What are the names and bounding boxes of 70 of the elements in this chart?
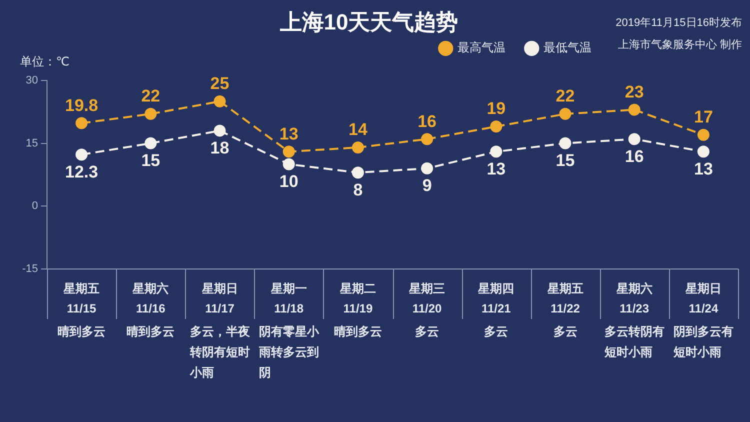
legend-label: 最低气温	[544, 40, 592, 55]
data-label: 15	[556, 150, 575, 170]
chart-title: 上海10天天气趋势	[278, 9, 458, 34]
data-label: 22	[141, 86, 160, 106]
data-label: 13	[486, 159, 506, 178]
legend-label: 最高气温	[458, 40, 506, 55]
data-label: 12.3	[65, 162, 98, 182]
x-tick-label: 星期一 11/18	[270, 281, 307, 316]
x-tick-label: 星期五 11/22	[546, 281, 584, 316]
data-label: 17	[694, 108, 713, 127]
x-tick-label: 星期三 11/20	[408, 281, 446, 316]
text: 多云转阴有短时小雨	[603, 324, 664, 359]
point	[282, 158, 295, 170]
text: 阴到多云有短时小雨	[672, 324, 734, 359]
text: 晴到多云	[334, 324, 382, 338]
y-axis-title: 单位：℃	[20, 54, 70, 69]
data-label: 10	[279, 172, 298, 191]
point	[214, 95, 226, 108]
text: 阴有零星小雨转多云到阴	[258, 324, 320, 380]
text: 多云	[415, 324, 440, 338]
point	[214, 124, 226, 137]
x-tick-label: 星期六 11/16	[132, 281, 169, 316]
text: 多云	[553, 324, 578, 338]
point	[76, 117, 88, 130]
data-label: 25	[210, 74, 230, 94]
x-tick-label: 星期日 11/24	[684, 281, 722, 316]
text: 多云，半夜转阴有短时小雨	[188, 324, 251, 380]
data-label: 22	[556, 86, 575, 106]
y-tick-label: 15	[26, 137, 38, 150]
data-label: 23	[624, 82, 644, 102]
point	[282, 146, 295, 158]
point	[144, 108, 157, 120]
point	[628, 133, 640, 146]
text: 2019年11月15日16时发布	[616, 16, 742, 30]
text: 上海市气象服务中心 制作	[618, 38, 742, 52]
x-tick-label: 星期二 11/19	[338, 281, 376, 316]
point	[421, 133, 434, 146]
data-label: 8	[353, 180, 363, 200]
data-label: 19	[486, 99, 506, 118]
data-label: 18	[210, 138, 230, 158]
point	[490, 120, 502, 132]
data-label: 9	[422, 176, 432, 196]
point	[628, 104, 640, 116]
point	[697, 146, 710, 158]
point	[352, 166, 364, 179]
data-label: 13	[279, 124, 298, 144]
point	[76, 148, 88, 161]
x-tick-label: 星期四 11/21	[477, 281, 514, 316]
point	[559, 137, 572, 150]
data-label: 13	[694, 159, 713, 178]
data-label: 15	[141, 150, 160, 170]
data-label: 19.8	[65, 96, 98, 115]
data-label: 14	[348, 120, 368, 140]
data-label: 16	[418, 112, 437, 131]
data-label: 16	[624, 146, 644, 166]
y-tick-label: 30	[26, 74, 38, 86]
x-tick-label: 星期五 11/15	[62, 281, 100, 316]
y-tick-label: -15	[22, 263, 38, 276]
point	[559, 108, 572, 120]
point	[144, 137, 157, 150]
text: 晴到多云	[58, 324, 106, 338]
y-tick-label: 0	[32, 200, 38, 212]
x-tick-label: 星期日 11/17	[200, 281, 238, 316]
point	[697, 128, 710, 141]
x-tick-label: 星期六 11/23	[615, 281, 652, 316]
text: 多云	[484, 324, 508, 338]
point	[421, 162, 434, 174]
point	[490, 146, 502, 158]
point	[352, 141, 364, 154]
text: 晴到多云	[126, 324, 175, 338]
